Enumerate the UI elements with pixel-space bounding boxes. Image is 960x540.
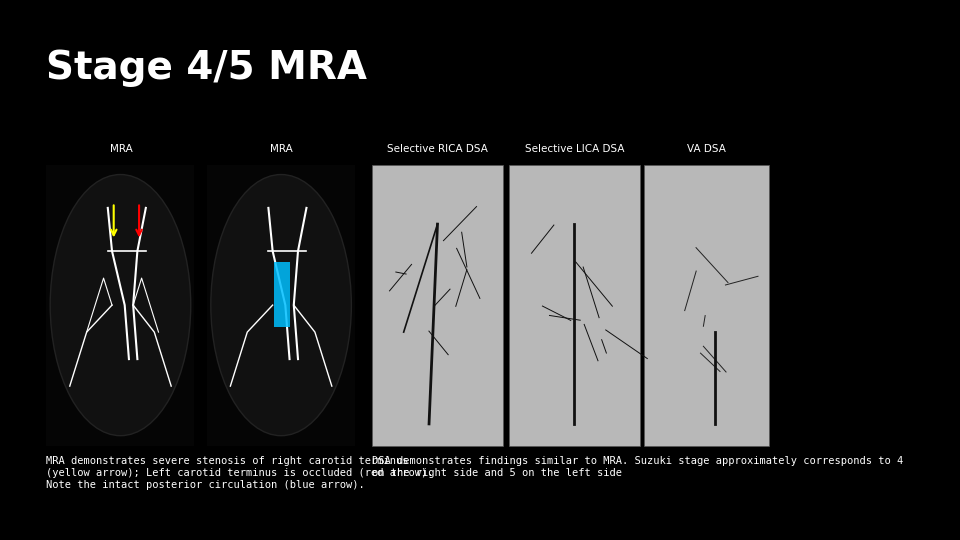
Bar [372, 165, 503, 446]
Bar [509, 165, 640, 446]
Ellipse shape [211, 174, 351, 436]
Bar [275, 262, 290, 327]
Text: MRA: MRA [109, 144, 132, 154]
Text: DSA demonstrates findings similar to MRA. Suzuki stage approximately corresponds: DSA demonstrates findings similar to MRA… [372, 456, 903, 478]
Bar [644, 165, 769, 446]
Text: Selective LICA DSA: Selective LICA DSA [525, 144, 625, 154]
Text: Stage 4/5 MRA: Stage 4/5 MRA [46, 49, 368, 86]
Text: MRA: MRA [270, 144, 293, 154]
Text: VA DSA: VA DSA [687, 144, 726, 154]
Text: Selective RICA DSA: Selective RICA DSA [388, 144, 489, 154]
Bar [207, 165, 355, 446]
Bar [46, 165, 195, 446]
Ellipse shape [50, 174, 191, 436]
Text: MRA demonstrates severe stenosis of right carotid terminus
(yellow arrow); Left : MRA demonstrates severe stenosis of righ… [46, 456, 434, 489]
